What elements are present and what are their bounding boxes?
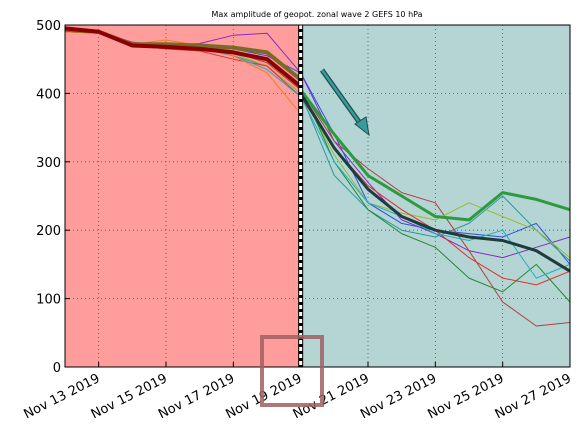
series-line bbox=[299, 92, 571, 273]
highlight-box bbox=[260, 335, 324, 407]
plot-frame bbox=[64, 24, 571, 368]
background bbox=[65, 25, 570, 367]
x-tick-label: Nov 13 2019 bbox=[21, 371, 102, 422]
arrow-head bbox=[354, 116, 370, 137]
x-tick-label: Nov 25 2019 bbox=[425, 371, 506, 422]
y-tick-label: 400 bbox=[36, 87, 61, 102]
x-tick-label: Nov 23 2019 bbox=[358, 371, 439, 422]
series-line bbox=[299, 89, 571, 222]
y-tick-label: 200 bbox=[36, 224, 61, 239]
x-tick-label: Nov 21 2019 bbox=[291, 371, 372, 422]
x-tick-label: Nov 15 2019 bbox=[89, 371, 170, 422]
arrow-shaft-inner bbox=[320, 69, 364, 127]
y-tick-label: 300 bbox=[36, 156, 61, 171]
y-tick-label: 100 bbox=[36, 293, 61, 308]
lines bbox=[64, 26, 571, 327]
y-tick-label: 500 bbox=[36, 19, 61, 34]
series-line bbox=[64, 26, 302, 89]
x-tick-label: Nov 27 2019 bbox=[493, 371, 574, 422]
shaded-region bbox=[300, 25, 570, 367]
chart-title: Max amplitude of geopot. zonal wave 2 GE… bbox=[212, 10, 423, 19]
shaded-region bbox=[65, 25, 301, 367]
y-tick-label: 0 bbox=[53, 361, 61, 376]
x-tick-label: Nov 17 2019 bbox=[156, 371, 237, 422]
